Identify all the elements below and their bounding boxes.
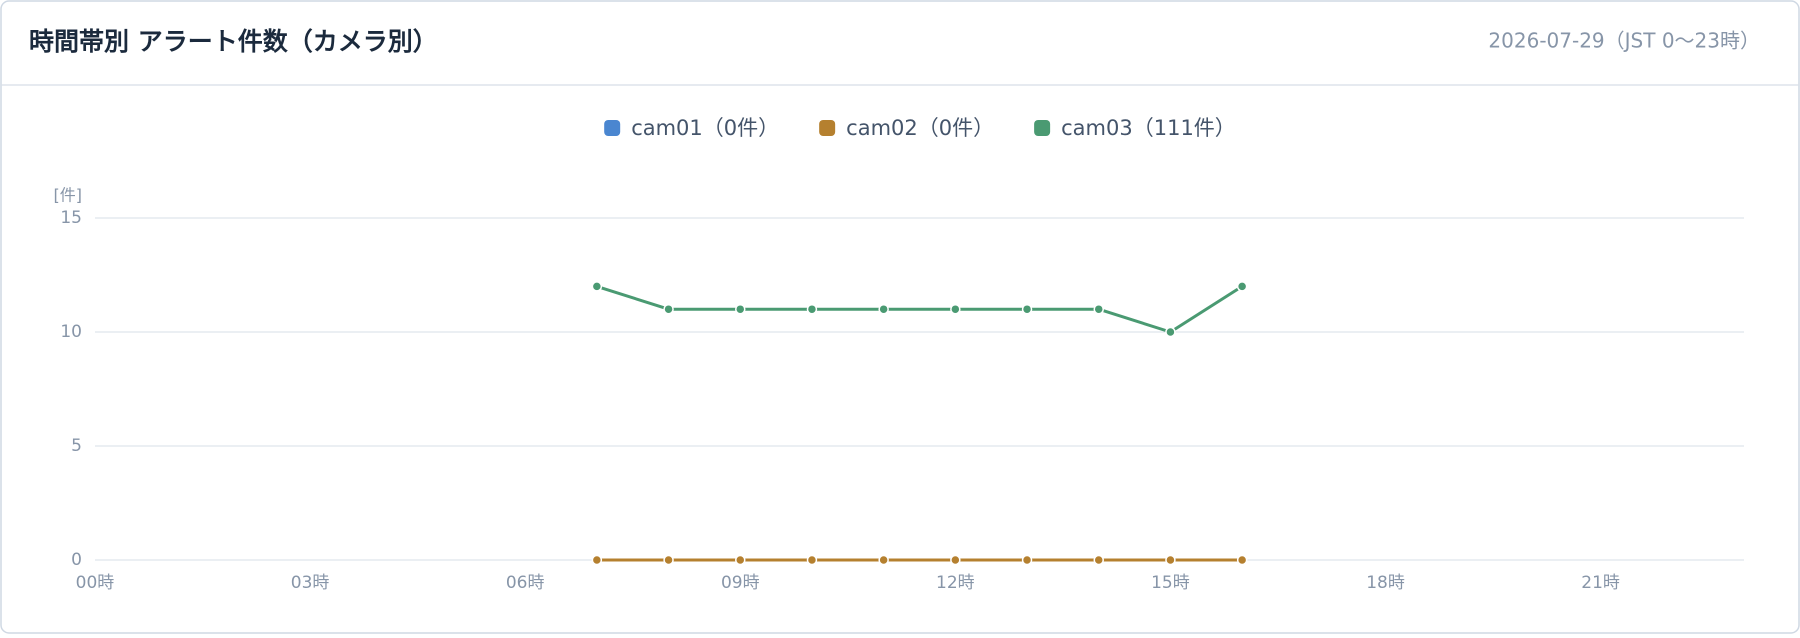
- data-point: [950, 554, 961, 566]
- series-line: [596, 284, 1243, 334]
- data-point: [878, 554, 889, 566]
- data-point: [663, 554, 674, 566]
- data-point: [1165, 326, 1176, 338]
- y-tick-label: 10: [60, 322, 82, 342]
- legend-label: cam01（0件）: [631, 116, 779, 140]
- data-point: [1093, 554, 1104, 566]
- data-point: [1236, 554, 1248, 566]
- legend-swatch: [604, 120, 621, 136]
- data-point: [806, 303, 818, 315]
- legend-swatch: [819, 120, 836, 136]
- data-point: [1021, 554, 1033, 566]
- data-point: [806, 554, 818, 566]
- data-point: [591, 281, 603, 292]
- data-point: [1021, 303, 1033, 315]
- data-point: [663, 303, 674, 315]
- legend-label: cam02（0件）: [846, 116, 994, 140]
- x-tick-label: 00時: [76, 573, 115, 593]
- x-tick-label: 03時: [291, 573, 330, 593]
- y-axis-label: [件]: [54, 186, 83, 205]
- y-tick-label: 15: [60, 208, 82, 228]
- x-tick-label: 21時: [1581, 573, 1620, 593]
- data-point: [950, 303, 961, 315]
- x-tick-label: 18時: [1366, 573, 1405, 593]
- y-tick-label: 5: [71, 436, 82, 456]
- x-tick-label: 12時: [936, 573, 975, 593]
- chart-subtitle: 2026-07-29（JST 0〜23時）: [1488, 29, 1760, 53]
- data-point: [735, 303, 746, 315]
- data-point: [735, 554, 746, 566]
- x-tick-label: 09時: [721, 573, 760, 593]
- y-tick-label: 0: [71, 550, 82, 570]
- data-point: [1093, 303, 1104, 315]
- x-tick-label: 15時: [1151, 573, 1190, 593]
- legend-swatch: [1034, 120, 1051, 136]
- x-tick-label: 06時: [506, 573, 545, 593]
- data-point: [1236, 281, 1248, 292]
- data-point: [1165, 554, 1176, 566]
- data-point: [878, 303, 889, 315]
- legend-label: cam03（111件）: [1061, 116, 1236, 140]
- legend: cam01（0件） cam02（0件） cam03（111件）: [604, 116, 1236, 140]
- data-point: [591, 554, 603, 566]
- chart-title: 時間帯別 アラート件数（カメラ別）: [29, 27, 438, 56]
